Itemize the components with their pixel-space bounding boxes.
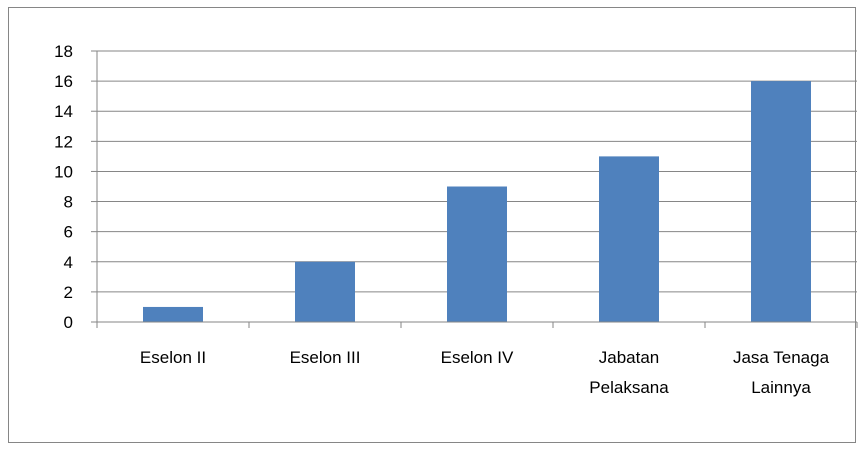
bar-3 xyxy=(599,156,659,322)
y-tick-label: 6 xyxy=(64,223,73,242)
x-category-label: Eselon II xyxy=(140,348,206,367)
gridlines xyxy=(97,50,857,293)
x-category-label: Jabatan xyxy=(599,348,660,367)
bar-4 xyxy=(751,81,811,322)
y-tick-label: 14 xyxy=(54,102,73,121)
x-category-label: Eselon III xyxy=(290,348,361,367)
bars xyxy=(143,81,811,322)
y-tick-label: 4 xyxy=(64,253,73,272)
y-tick-label: 10 xyxy=(54,162,73,181)
chart-frame xyxy=(8,7,856,443)
x-category-label: Lainnya xyxy=(751,378,811,397)
bar-0 xyxy=(143,306,203,322)
y-tick-label: 2 xyxy=(64,283,73,302)
y-tick-label: 18 xyxy=(54,42,73,61)
bar-1 xyxy=(295,261,355,322)
y-tick-label: 12 xyxy=(54,132,73,151)
axes xyxy=(91,50,858,328)
y-tick-label: 8 xyxy=(64,193,73,212)
x-category-label: Jasa Tenaga xyxy=(733,348,830,367)
y-tick-label: 16 xyxy=(54,72,73,91)
labels: 0 2 4 6 8 10 12 14 16 18 Eselon II Eselon III Eselon… xyxy=(54,42,830,397)
x-category-label: Eselon IV xyxy=(441,348,514,367)
x-category-label: Pelaksana xyxy=(589,378,669,397)
y-tick-label: 0 xyxy=(64,313,73,332)
bar-2 xyxy=(447,186,507,322)
